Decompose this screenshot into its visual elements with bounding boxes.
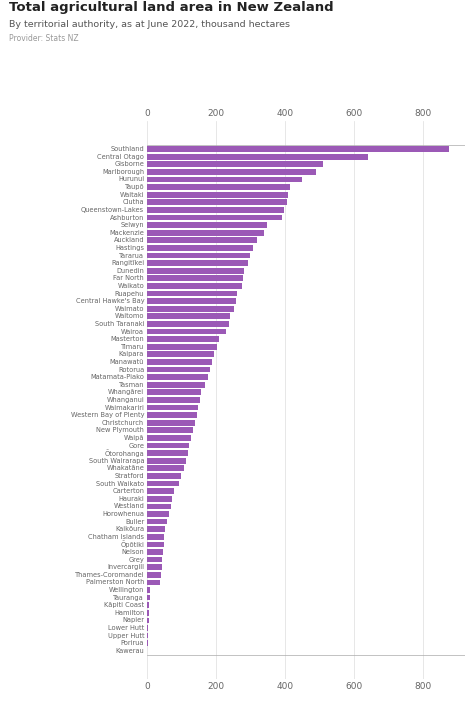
Bar (147, 466, 184, 471)
Bar (147, 473, 181, 479)
Bar (147, 176, 302, 182)
Bar (147, 618, 149, 624)
Bar (147, 161, 323, 167)
Bar (147, 549, 163, 555)
Bar (147, 230, 264, 235)
Bar (147, 397, 200, 403)
Bar (147, 291, 237, 296)
Bar (147, 207, 284, 213)
Bar (147, 420, 194, 426)
Text: figure.nz: figure.nz (374, 6, 438, 18)
Text: Total agricultural land area in New Zealand: Total agricultural land area in New Zeal… (9, 1, 334, 14)
Bar (147, 450, 188, 456)
Bar (147, 427, 193, 433)
Bar (147, 511, 169, 517)
Bar (147, 245, 253, 251)
Bar (147, 587, 150, 593)
Bar (147, 557, 163, 562)
Bar (147, 412, 197, 418)
Bar (147, 237, 257, 243)
Bar (147, 154, 368, 159)
Bar (147, 435, 191, 441)
Bar (147, 169, 316, 175)
Bar (147, 367, 210, 373)
Bar (147, 299, 236, 304)
Bar (147, 252, 250, 258)
Bar (147, 503, 171, 509)
Bar (147, 306, 234, 311)
Bar (147, 443, 190, 449)
Bar (147, 283, 242, 289)
Bar (147, 146, 449, 152)
Bar (147, 374, 209, 380)
Bar (147, 519, 167, 525)
Bar (147, 321, 229, 327)
Bar (147, 579, 160, 585)
Bar (147, 336, 219, 342)
Bar (147, 633, 148, 638)
Bar (147, 496, 172, 501)
Bar (147, 351, 214, 357)
Bar (147, 215, 282, 220)
Bar (147, 275, 243, 281)
Bar (147, 594, 150, 600)
Bar (147, 223, 267, 228)
Bar (147, 565, 162, 570)
Bar (147, 534, 164, 540)
Text: Provider: Stats NZ: Provider: Stats NZ (9, 34, 79, 43)
Bar (147, 328, 226, 334)
Bar (147, 390, 201, 395)
Bar (147, 184, 290, 190)
Bar (147, 268, 244, 274)
Bar (147, 488, 174, 494)
Bar (147, 610, 149, 616)
Bar (147, 260, 248, 266)
Bar (147, 405, 198, 410)
Bar (147, 572, 161, 577)
Bar (147, 458, 186, 464)
Bar (147, 526, 165, 532)
Bar (147, 200, 287, 205)
Bar (147, 542, 164, 547)
Bar (147, 481, 179, 486)
Text: By territorial authority, as at June 2022, thousand hectares: By territorial authority, as at June 202… (9, 20, 291, 29)
Bar (147, 602, 149, 608)
Bar (147, 314, 230, 319)
Bar (147, 625, 148, 631)
Bar (147, 382, 205, 387)
Bar (147, 344, 217, 350)
Bar (147, 359, 212, 365)
Bar (147, 192, 289, 198)
